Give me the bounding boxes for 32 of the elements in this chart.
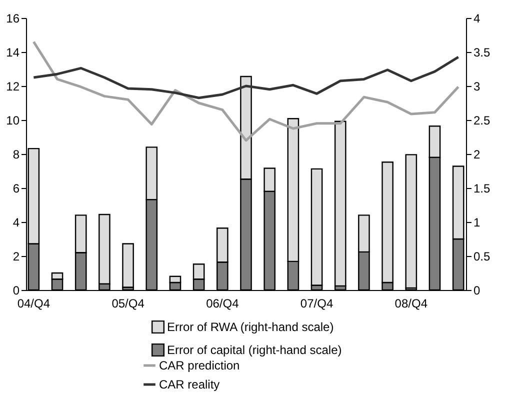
y2-tick-label: 2 [474,148,480,162]
y-tick-label: 4 [12,216,20,230]
y2-tick-label: 1.5 [474,182,491,196]
y-tick-label: 14 [6,46,20,60]
legend-label: Error of capital (right-hand scale) [167,343,342,357]
y-tick-label: 0 [12,284,20,298]
y2-tick-label: 0.5 [474,250,491,264]
y-tick-label: 2 [12,250,20,264]
x-tick-label: 04/Q4 [17,296,50,310]
y-tick-label: 12 [6,80,20,94]
y2-tick-label: 4 [474,12,480,26]
y2-tick-label: 2.5 [474,114,491,128]
line-series [32,56,460,100]
y2-tick-label: 1 [474,216,480,230]
y2-tick-label: 3.5 [474,46,491,60]
bar [334,120,346,287]
legend-label: CAR prediction [159,358,240,372]
x-tick-label: 06/Q4 [206,296,240,310]
line-series [32,40,460,142]
x-tick-label: 08/Q4 [394,296,428,310]
bar [405,154,418,289]
bar [122,243,134,288]
y-tick-label: 10 [6,114,20,128]
x-tick-label: 07/Q4 [300,296,334,310]
x-tick-label: 05/Q4 [112,296,145,310]
legend-label: CAR reality [159,378,220,392]
y-tick-label: 16 [6,12,20,26]
y2-tick-label: 0 [474,284,480,298]
legend-label: Error of RWA (right-hand scale) [167,320,334,334]
y-tick-label: 8 [12,148,20,162]
y-tick-label: 6 [12,182,20,196]
y2-tick-label: 3 [474,80,480,94]
